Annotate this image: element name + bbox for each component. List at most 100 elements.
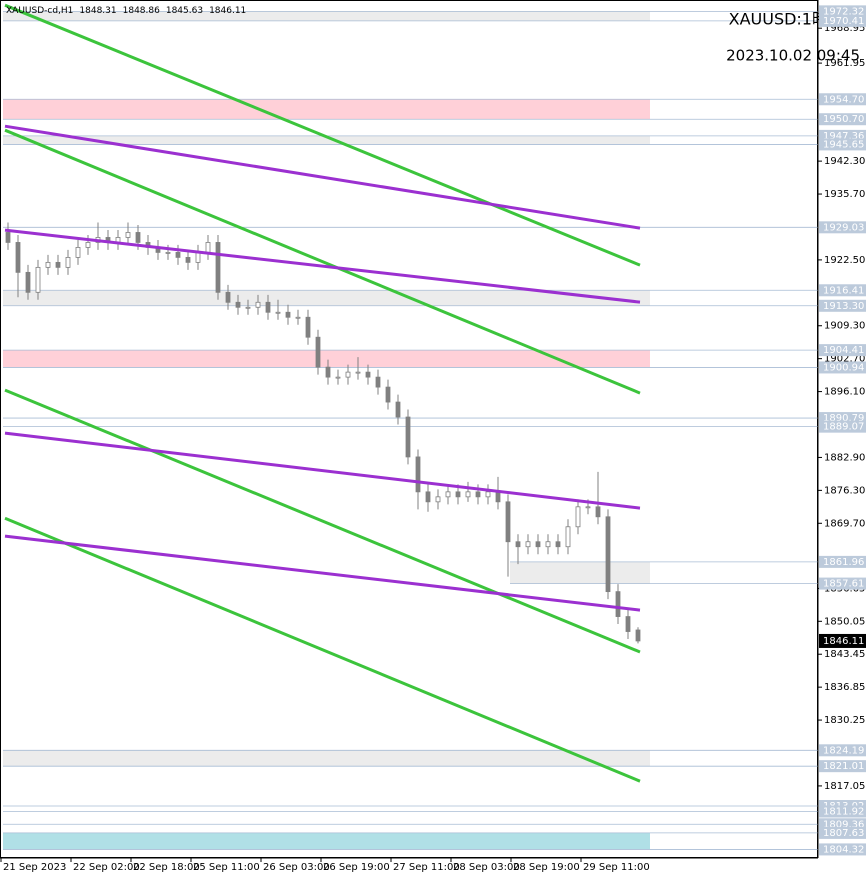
y-tick-label: 1935.70 [824,189,865,200]
zone [3,750,650,767]
y-tick-label: 1843.45 [824,649,865,660]
candle-body [175,252,181,258]
candle-body [565,526,571,548]
y-tick-label: 1942.30 [824,156,865,167]
candle-body [245,306,251,309]
x-tick-label: 29 Sep 11:00 [583,862,650,873]
level-label-bg [819,5,866,18]
last-price-label: 1846.11 [823,636,864,647]
level-label-bg [819,138,866,151]
candle-body [485,491,491,498]
symbol: XAUUSD-cd,H1 [6,6,73,16]
level-label-bg [819,843,866,856]
zone [3,135,650,145]
level-label-bg [819,221,866,234]
candle-body [225,291,231,303]
level-label: 1913.30 [823,301,864,312]
trend-line [4,228,641,304]
y-tick-label: 1876.30 [824,485,865,496]
candle-body [525,541,531,548]
x-tick-label: 26 Sep 03:00 [263,862,330,873]
y-tick-label: 1850.05 [824,616,865,627]
candle-body [365,371,371,378]
candle-body [25,271,31,293]
candle-body [55,261,61,268]
candle-body [125,232,131,238]
y-tick-label: 1830.25 [824,715,865,726]
candle-body [515,541,521,548]
level-label: 1945.65 [823,139,864,150]
level-label-bg [819,14,866,27]
level-label-bg [819,826,866,839]
candle-body [195,252,201,263]
level-label: 1807.63 [823,828,864,839]
zone [3,832,650,850]
level-label: 1824.19 [823,745,864,756]
trend-line [4,388,641,654]
level-label: 1900.94 [823,362,864,373]
candle-body [635,629,641,642]
trend-line [4,534,641,612]
x-tick-label: 22 Sep 18:00 [133,862,200,873]
level-label: 1954.70 [823,94,864,105]
last-price-bg [819,633,866,648]
level-label: 1950.70 [823,114,864,125]
level-label-bg [819,744,866,757]
level-label-bg [819,805,866,818]
x-tick-label: 28 Sep 19:00 [513,862,580,873]
y-tick-label: 1968.95 [824,23,865,34]
level-label-bg [819,113,866,126]
level-label-bg [819,577,866,590]
candle-body [625,616,631,632]
candle-body [505,501,511,543]
candle-body [385,386,391,403]
zone [3,290,650,306]
candle-body [295,316,301,319]
chart-subtitle: 2023.10.02 09:45 [726,47,860,65]
level-label: 1947.36 [823,131,864,142]
level-label-bg [819,284,866,297]
x-tick-label: 25 Sep 11:00 [193,862,260,873]
candle-body [75,247,81,258]
trend-line [4,128,641,395]
level-label: 1809.36 [823,819,864,830]
level-label-bg [819,760,866,773]
y-tick-label: 1817.05 [824,781,865,792]
ohlc-value: 1845.63 [166,6,203,16]
x-tick-label: 21 Sep 2023 [3,862,66,873]
candle-body [425,491,431,503]
ohlc-value: 1848.31 [79,6,116,16]
level-label: 1804.32 [823,844,864,855]
candle-body [235,301,241,308]
level-label: 1929.03 [823,222,864,233]
candle-body [185,256,191,263]
candle-body [395,401,401,418]
level-label: 1970.41 [823,16,864,27]
zone [3,99,650,120]
candle-body [405,416,411,458]
candle-body [135,232,141,243]
trend-line [4,124,641,230]
candle-body [265,301,271,313]
level-label: 1890.79 [823,413,864,424]
level-label-bg [819,361,866,374]
header: XAUUSD-cd,H1 1848.31 1848.86 1845.63 1846.11 [6,6,246,16]
candle-body [435,496,441,503]
candle-body [15,242,21,273]
zone [510,561,650,584]
candle-body [465,491,471,498]
y-tick-label: 1922.50 [824,255,865,266]
y-tick-label: 1909.30 [824,321,865,332]
y-tick-label: 1961.95 [824,58,865,69]
candle-body [285,311,291,318]
candle-body [605,516,611,593]
level-label-bg [819,299,866,312]
candle-body [495,491,501,503]
candle-body [255,301,261,308]
candle-body [445,491,451,498]
candle-body [455,491,461,498]
candle-body [335,376,341,379]
level-label-bg [819,344,866,357]
candle-body [35,266,41,293]
